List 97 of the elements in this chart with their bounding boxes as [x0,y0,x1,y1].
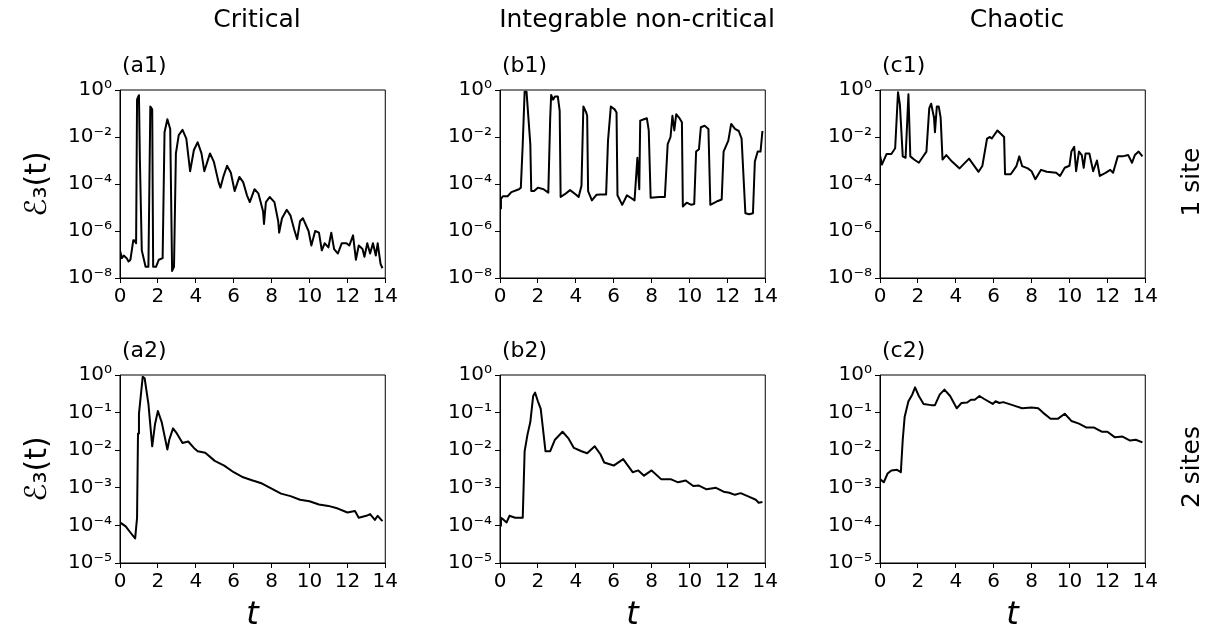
x-tick-label: 2 [911,283,925,308]
y-tick-label: 10⁰ [78,361,112,386]
y-tick-label: 10⁻² [827,123,872,148]
x-tick-label: 14 [752,283,778,308]
x-tick-label: 8 [1025,568,1038,593]
y-tick-label: 10⁻⁸ [827,264,872,289]
chart-subtitle: (b1) [502,52,548,77]
y-tick-label: 10⁻⁴ [447,170,492,195]
x-tick-label: 6 [987,568,1001,593]
x-tick-label: 4 [569,283,583,308]
x-tick-label: 12 [334,283,361,308]
x-tick-label: 4 [569,568,583,593]
y-tick-label: 10⁰ [458,76,492,101]
y-tick-label: 10⁻¹ [827,398,872,423]
x-tick-label: 0 [493,283,507,308]
x-tick-label: 12 [714,283,741,308]
x-tick-label: 2 [531,283,545,308]
x-tick-label: 10 [676,283,703,308]
chart-subtitle: (a2) [122,337,167,362]
y-tick-label: 10⁻² [827,436,872,461]
x-tick-label: 14 [372,568,398,593]
chart-subtitle: (c1) [882,52,926,77]
y-tick-label: 10⁻⁵ [67,549,112,574]
y-tick-label: 10⁰ [838,76,872,101]
y-tick-label: 10⁻⁴ [447,511,492,536]
chart-subtitle: (b2) [502,337,548,362]
x-tick-label: 0 [113,568,127,593]
y-tick-label: 10⁻¹ [67,398,112,423]
x-axis-title: t [626,594,641,633]
x-tick-label: 0 [873,283,887,308]
text: 1 site [1175,146,1205,217]
x-tick-label: 6 [607,568,621,593]
y-tick-label: 10⁰ [458,361,492,386]
chart-title: Chaotic [969,4,1065,33]
y-tick-label: 10⁻⁶ [447,217,492,242]
y-tick-label: 10⁻³ [447,474,492,498]
x-tick-label: 14 [372,283,398,308]
x-tick-label: 10 [1056,568,1083,593]
chart-title: Critical [213,4,301,33]
x-tick-label: 12 [1094,283,1121,308]
chart-subtitle: (c2) [882,337,926,362]
y-tick-label: 10⁻⁴ [67,511,112,536]
x-tick-label: 2 [151,568,165,593]
x-tick-label: 14 [752,568,778,593]
x-tick-label: 2 [531,568,545,593]
x-tick-label: 10 [676,568,703,593]
x-tick-label: 10 [296,568,323,593]
x-tick-label: 2 [151,283,165,308]
y-axis-title: ℰ₃(t) [17,436,53,502]
x-tick-label: 10 [296,283,323,308]
x-tick-label: 4 [189,568,203,593]
y-tick-label: 10⁻⁶ [67,217,112,242]
y-tick-label: 10⁻² [67,123,112,148]
x-tick-label: 10 [1056,283,1083,308]
x-tick-label: 14 [1132,283,1158,308]
x-axis-title: t [1006,594,1021,633]
y-tick-label: 10⁻⁵ [447,549,492,574]
x-tick-label: 2 [911,568,925,593]
y-tick-label: 10⁻² [67,436,112,461]
y-tick-label: 10⁻⁸ [67,264,112,289]
y-tick-label: 10⁰ [838,361,872,386]
x-tick-label: 4 [189,283,203,308]
x-axis-title: t [246,594,261,633]
x-tick-label: 4 [949,283,963,308]
x-tick-label: 14 [1132,568,1158,593]
chart-title: Integrable non-critical [499,4,775,33]
x-tick-label: 8 [645,568,658,593]
x-tick-label: 12 [334,568,361,593]
y-tick-label: 10⁻⁵ [827,549,872,574]
y-axis-title: ℰ₃(t) [17,151,53,217]
y-tick-label: 10⁻⁴ [67,170,112,195]
x-tick-label: 8 [1025,283,1038,308]
y-tick-label: 10⁻² [447,436,492,461]
x-tick-label: 0 [113,283,127,308]
x-tick-label: 12 [714,568,741,593]
x-tick-label: 0 [873,568,887,593]
x-tick-label: 4 [949,568,963,593]
x-tick-label: 8 [265,283,278,308]
y-tick-label: 10⁻⁴ [827,511,872,536]
y-tick-label: 10⁻⁴ [827,170,872,195]
y-tick-label: 10⁻⁶ [827,217,872,242]
x-tick-label: 8 [645,283,658,308]
chart-subtitle: (a1) [122,52,167,77]
text: 2 sites [1175,425,1205,508]
x-tick-label: 6 [227,283,241,308]
y-tick-label: 10⁻³ [827,474,872,498]
y-tick-label: 10⁻⁸ [447,264,492,289]
y-tick-label: 10⁻² [447,123,492,148]
x-tick-label: 6 [227,568,241,593]
x-tick-label: 8 [265,568,278,593]
x-tick-label: 12 [1094,568,1121,593]
x-tick-label: 0 [493,568,507,593]
y-tick-label: 10⁻³ [67,474,112,498]
y-tick-label: 10⁻¹ [447,398,492,423]
x-tick-label: 6 [987,283,1001,308]
y-tick-label: 10⁰ [78,76,112,101]
x-tick-label: 6 [607,283,621,308]
